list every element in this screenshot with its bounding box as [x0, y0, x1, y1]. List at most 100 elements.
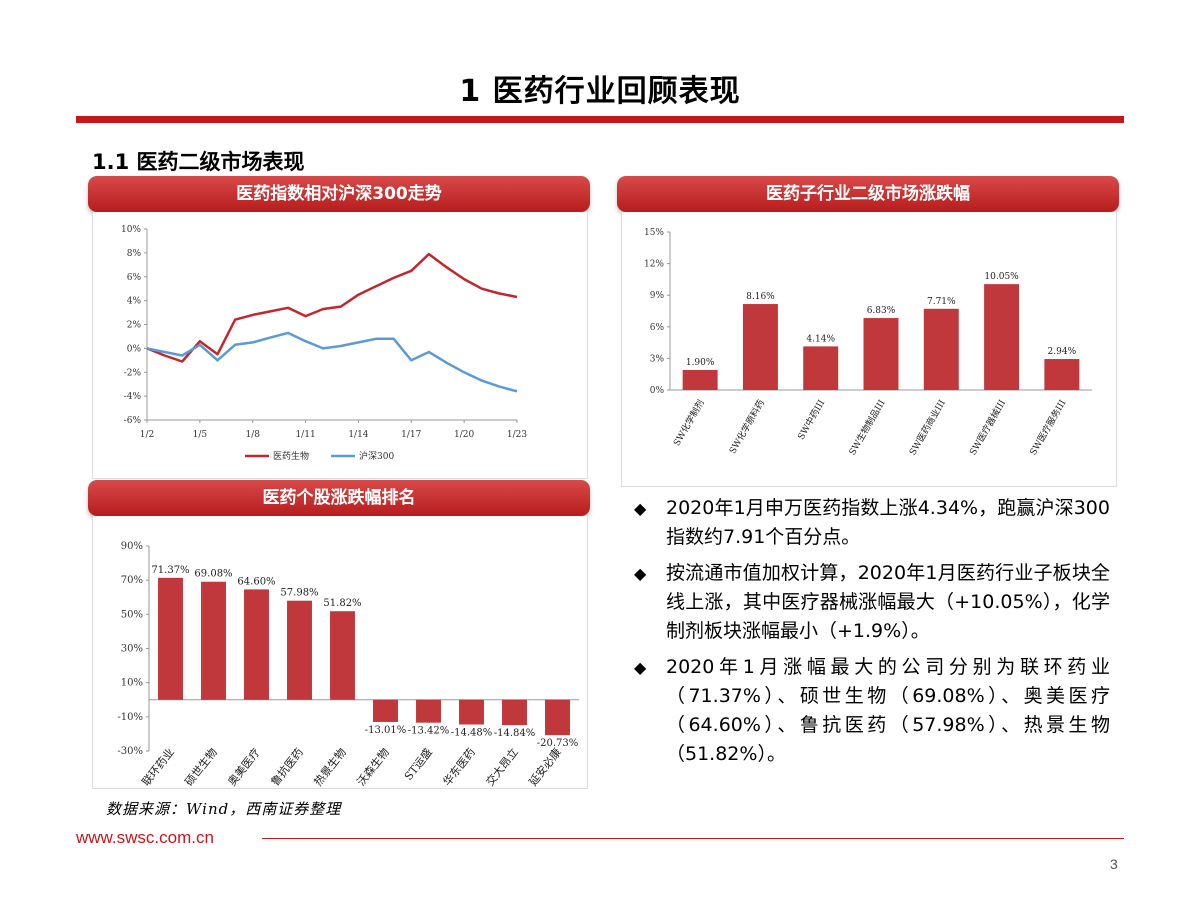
category-label: 交大昂立: [483, 745, 521, 788]
bar: [459, 699, 484, 725]
sub-industry-bar-chart: 15% 12% 9% 6% 3% 0% 1.90% SW化学制剂 8.16% SW化学原料药 4.1…: [644, 228, 1092, 457]
bullet-text: 按流通市值加权计算，2020年1月医药行业子板块全线上涨，其中医疗器械涨幅最大（…: [666, 562, 1110, 642]
category-label: SW化学原料药: [726, 398, 767, 456]
category-label: SW医疗服务III: [1027, 397, 1069, 457]
sub-industry-chart-banner: 医药子行业二级市场涨跌幅: [617, 176, 1119, 212]
bar: [244, 589, 269, 700]
y-tick-label: 6%: [127, 273, 142, 283]
y-tick-label: 70%: [121, 575, 143, 586]
diamond-bullet-icon: ◆: [634, 658, 647, 677]
bullet-item: ◆ 2020年1月申万医药指数上涨4.34%，跑赢沪深300指数约7.91个百分…: [630, 494, 1110, 552]
bar: [545, 699, 570, 736]
category-label: ST运盛: [401, 745, 435, 783]
category-label: 鲁抗医药: [268, 745, 306, 788]
bar: [201, 581, 226, 700]
data-label: 64.60%: [237, 576, 275, 587]
category-label: SW中药III: [795, 397, 828, 442]
legend-label: 医药生物: [273, 450, 309, 462]
y-tick-label: -10%: [117, 712, 143, 723]
bullet-item: ◆ 按流通市值加权计算，2020年1月医药行业子板块全线上涨，其中医疗器械涨幅最…: [630, 559, 1110, 646]
data-label: -20.73%: [537, 738, 579, 749]
y-tick-label: -30%: [117, 746, 143, 757]
series-line-0: [146, 252, 518, 363]
bar: [373, 699, 398, 722]
stock-chart-banner: 医药个股涨跌幅排名: [88, 480, 590, 516]
x-tick-label: 1/20: [454, 430, 474, 440]
category-label: 奥美医疗: [225, 745, 263, 788]
data-label: 10.05%: [984, 272, 1019, 282]
bar: [984, 284, 1020, 390]
x-tick-label: 1/14: [348, 430, 368, 440]
page-number: 3: [1110, 856, 1118, 872]
data-label: 71.37%: [151, 565, 189, 576]
y-tick-label: 90%: [121, 541, 143, 552]
y-tick-label: -2%: [124, 368, 142, 378]
y-tick-label: 0%: [650, 386, 665, 396]
category-label: 联环药业: [140, 746, 177, 788]
stock-chart-panel: 90% 70% 50% 30% 10% -10% -30% 71.37% 联环药业 69.08% 硕…: [92, 516, 588, 789]
x-tick-label: 1/11: [295, 430, 315, 440]
data-label: 2.94%: [1048, 347, 1077, 357]
y-tick-label: 15%: [644, 228, 664, 238]
y-tick-label: 2%: [127, 321, 142, 331]
data-label: 7.71%: [927, 297, 956, 307]
x-tick-label: 1/5: [193, 430, 208, 440]
y-tick-label: 6%: [650, 323, 665, 333]
data-label: 8.16%: [746, 292, 775, 302]
bar: [330, 611, 355, 700]
bar: [863, 318, 899, 390]
data-label: 1.90%: [686, 358, 715, 368]
sub-industry-chart-panel: 15% 12% 9% 6% 3% 0% 1.90% SW化学制剂 8.16% SW化学原料药 4.1…: [621, 212, 1117, 487]
bar: [416, 699, 441, 723]
bullet-item: ◆ 2020年1月涨幅最大的公司分别为联环药业（71.37%）、硕世生物（69.…: [630, 653, 1110, 769]
y-tick-label: 0%: [127, 344, 142, 354]
y-tick-label: 30%: [121, 644, 143, 655]
bar: [287, 600, 312, 700]
data-label: -14.48%: [451, 727, 493, 738]
data-label: 57.98%: [280, 588, 318, 599]
legend-label: 沪深300: [359, 450, 394, 462]
data-source-note: 数据来源：Wind，西南证券整理: [106, 800, 342, 818]
bar: [1044, 359, 1080, 390]
bullet-list: ◆ 2020年1月申万医药指数上涨4.34%，跑赢沪深300指数约7.91个百分…: [630, 494, 1110, 776]
stock-ranking-bar-chart: 90% 70% 50% 30% 10% -10% -30% 71.37% 联环药业 69.08% 硕…: [117, 541, 579, 789]
bar: [682, 369, 718, 390]
y-tick-label: 12%: [644, 260, 664, 270]
y-tick-label: 8%: [127, 249, 142, 259]
y-tick-label: 10%: [121, 225, 141, 235]
bar: [803, 346, 839, 390]
x-tick-label: 1/17: [401, 430, 421, 440]
diamond-bullet-icon: ◆: [634, 564, 647, 583]
page-title: 1 医药行业回顾表现: [459, 74, 741, 109]
bar: [923, 308, 959, 390]
bar: [502, 699, 527, 726]
category-label: 热景生物: [311, 745, 349, 788]
line-chart-banner: 医药指数相对沪深300走势: [88, 176, 590, 212]
category-label: 沃森生物: [354, 745, 392, 788]
category-label: 延安必康: [526, 745, 564, 788]
category-label: SW化学制剂: [671, 398, 707, 449]
diamond-bullet-icon: ◆: [634, 499, 647, 518]
series-line-1: [146, 331, 518, 393]
footer-divider: [262, 838, 1124, 839]
y-tick-label: 50%: [121, 609, 143, 620]
category-label: SW医疗器械III: [967, 397, 1009, 457]
x-tick-label: 1/8: [245, 430, 260, 440]
data-label: -13.01%: [365, 725, 407, 736]
title-divider: [76, 116, 1124, 123]
data-label: -14.84%: [494, 728, 536, 739]
x-tick-label: 1/23: [507, 430, 527, 440]
website-link[interactable]: www.swsc.com.cn: [76, 828, 214, 847]
y-tick-label: -6%: [124, 416, 142, 426]
y-tick-label: 3%: [650, 354, 665, 364]
line-chart-panel: 10% 8% 6% 4% 2% 0% -2% -4% -6% 1/2 1/5 1/8 1/11 1/14 1…: [92, 212, 588, 479]
data-label: 69.08%: [194, 569, 232, 580]
category-label: 华东医药: [440, 745, 478, 788]
bullet-text: 2020年1月涨幅最大的公司分别为联环药业（71.37%）、硕世生物（69.08…: [666, 656, 1110, 765]
y-tick-label: -4%: [124, 392, 142, 402]
category-label: SW生物制品III: [846, 397, 888, 457]
data-label: -13.42%: [408, 726, 450, 737]
bar: [158, 577, 183, 700]
bullet-text: 2020年1月申万医药指数上涨4.34%，跑赢沪深300指数约7.91个百分点。: [666, 497, 1110, 548]
section-title: 1.1 医药二级市场表现: [92, 150, 305, 174]
